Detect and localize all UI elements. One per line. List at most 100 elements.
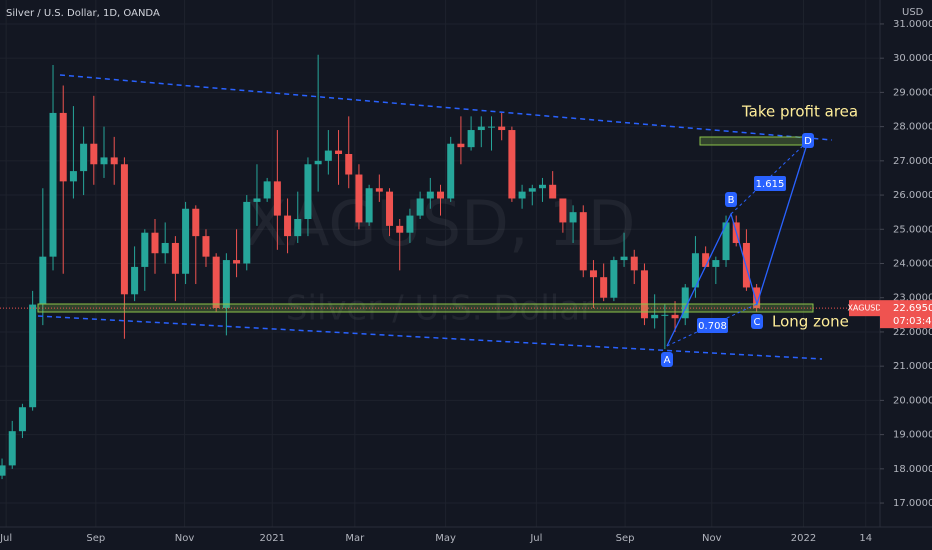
candle-body [610, 260, 618, 298]
point-label: C [754, 317, 761, 328]
y-tick-label: 25.00000 [893, 224, 932, 235]
candle-body [355, 174, 363, 223]
price-tag-symbol: XAGUSD [847, 304, 881, 313]
candle-body [171, 242, 179, 274]
drawings: 0.708 1.615 A B C D Take profit area Lon… [37, 74, 858, 367]
x-tick-label: 14 [859, 533, 872, 544]
annotation: Long zone [772, 313, 849, 331]
candle-body [375, 188, 383, 192]
x-tick-label: 2021 [260, 533, 285, 544]
price-tag-countdown: 07:03:46 [893, 316, 932, 327]
candle-body [253, 198, 261, 202]
y-tick-label: 21.00000 [893, 361, 932, 372]
candle-body [457, 143, 465, 148]
candle-body [518, 191, 526, 199]
candle-body [396, 225, 404, 233]
candle-body [671, 314, 679, 319]
x-tick-label: May [435, 533, 456, 544]
candle-body [406, 215, 414, 233]
point-label: B [728, 195, 735, 206]
point-label: A [664, 355, 671, 366]
candle-body [182, 208, 190, 274]
x-tick-label: Mar [345, 533, 365, 544]
candle-body [202, 236, 210, 257]
candle-body [49, 112, 57, 257]
point-box [661, 352, 673, 367]
y-tick-label: 22.00000 [893, 327, 932, 338]
point-label: D [804, 136, 812, 147]
x-tick-label: Nov [702, 533, 722, 544]
candle-body [284, 215, 292, 237]
watermark-subtitle: Silver / U.S. Dollar [286, 289, 594, 329]
take-profit-zone [699, 136, 806, 146]
annotation: Take profit area [741, 103, 858, 121]
y-tick-label: 17.00000 [893, 498, 932, 509]
trend-line [59, 74, 833, 141]
candle-body [416, 198, 424, 216]
candle-body [161, 242, 169, 254]
candle-body [549, 184, 557, 199]
candle-body [273, 181, 281, 216]
ratio-box [697, 318, 728, 333]
candle-body [681, 287, 689, 319]
candle-body [294, 219, 302, 237]
y-tick-label: 18.00000 [893, 464, 932, 475]
candle-body [579, 212, 587, 271]
candle-body [712, 260, 720, 267]
candle-body [335, 150, 343, 154]
candle-body [386, 191, 394, 226]
candle-body [600, 277, 608, 298]
candle-body [314, 160, 322, 165]
candle-body [467, 130, 475, 148]
candle-body [243, 201, 251, 264]
x-tick-label: Sep [616, 533, 635, 544]
candle-body [437, 191, 445, 199]
candle-body [8, 431, 16, 466]
candle-body [222, 260, 230, 308]
candle-body [110, 157, 118, 165]
candle-body [569, 212, 577, 223]
price-tag [849, 300, 880, 317]
candle-body [59, 112, 67, 182]
candle-body [18, 407, 26, 432]
candle-body [426, 191, 434, 199]
candle-body [702, 253, 710, 267]
candle-body [661, 314, 669, 316]
candle-body [508, 130, 516, 199]
candle-body [365, 188, 373, 223]
candle-body [0, 465, 6, 476]
y-tick-label: 24.00000 [893, 259, 932, 270]
candle-body [559, 198, 567, 223]
candle-body [528, 188, 536, 192]
candle-body [304, 164, 312, 220]
ratio-label: 0.708 [698, 321, 727, 332]
candle-body [141, 232, 149, 267]
candle-body [753, 287, 761, 309]
y-tick-label: 28.00000 [893, 122, 932, 133]
y-tick-label: 31.00000 [893, 19, 932, 30]
candle-body [691, 253, 699, 288]
axes: 17.00000 18.00000 19.00000 20.00000 21.00000… [0, 19, 932, 544]
candle-body [90, 143, 98, 165]
candle-body [345, 153, 353, 175]
candle-body [212, 256, 220, 308]
candle-body [100, 157, 108, 165]
x-tick-label: Sep [86, 533, 105, 544]
candle-body [477, 126, 485, 131]
trend-line [37, 315, 823, 360]
candle-body [620, 256, 628, 261]
candle-body [589, 270, 597, 278]
point-box [802, 133, 814, 148]
candle-body [29, 304, 37, 408]
candle-body [651, 314, 659, 319]
candle-body [233, 260, 241, 264]
candles [0, 54, 761, 480]
point-box [725, 192, 737, 207]
x-tick-label: Jul [529, 533, 542, 544]
y-tick-label: 27.00000 [893, 156, 932, 167]
y-tick-label: 20.00000 [893, 395, 932, 406]
candle-body [498, 126, 506, 131]
x-tick-label: Nov [175, 533, 195, 544]
